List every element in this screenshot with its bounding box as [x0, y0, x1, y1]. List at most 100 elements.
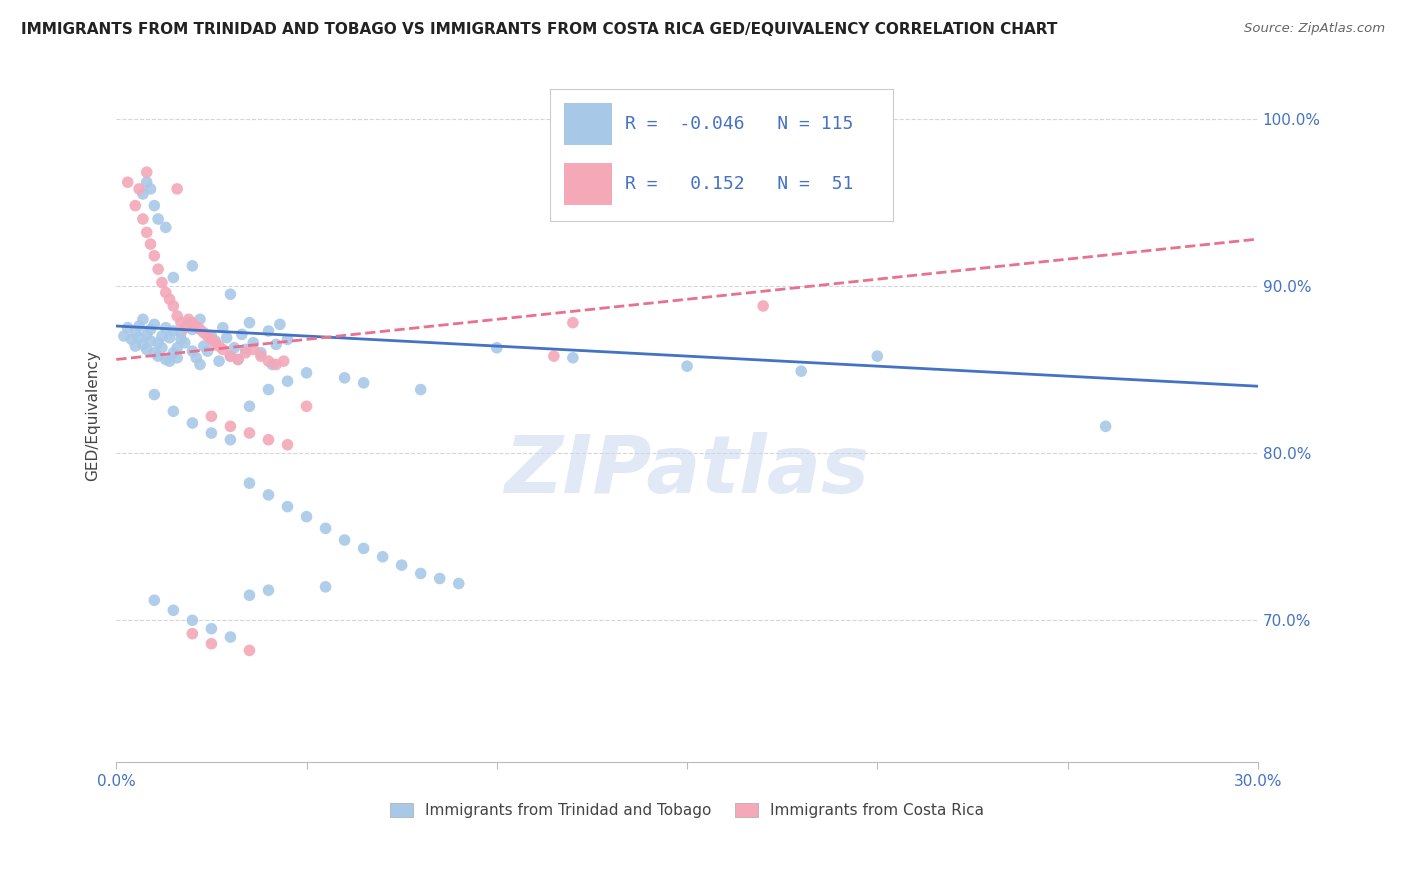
Point [132, 186, 155, 201]
Point [193, 326, 215, 340]
Point [257, 324, 280, 338]
Point [204, 335, 226, 350]
Point [208, 339, 231, 353]
Point [371, 549, 394, 564]
Point [409, 566, 432, 581]
Point [177, 316, 200, 330]
Legend: Immigrants from Trinidad and Tobago, Immigrants from Costa Rica: Immigrants from Trinidad and Tobago, Imm… [384, 797, 990, 824]
Point [146, 335, 169, 350]
Point [242, 335, 264, 350]
Point [485, 341, 508, 355]
Point [135, 327, 157, 342]
Point [143, 593, 166, 607]
Point [124, 199, 146, 213]
Point [447, 576, 470, 591]
Point [238, 588, 260, 602]
Point [162, 270, 184, 285]
Point [155, 220, 177, 235]
Point [409, 383, 432, 397]
Point [231, 327, 253, 342]
Point [166, 182, 188, 196]
Point [200, 622, 222, 636]
Point [181, 316, 204, 330]
Point [132, 337, 155, 351]
Point [204, 334, 226, 348]
Point [143, 318, 166, 332]
Point [200, 637, 222, 651]
Point [391, 558, 413, 573]
Point [117, 320, 139, 334]
Point [155, 285, 177, 300]
Point [166, 341, 188, 355]
Point [208, 354, 231, 368]
Point [264, 337, 287, 351]
Point [561, 316, 583, 330]
Point [181, 613, 204, 627]
Point [150, 341, 173, 355]
Point [162, 299, 184, 313]
Point [170, 326, 193, 340]
Point [193, 339, 215, 353]
Point [124, 326, 146, 340]
Point [166, 351, 188, 365]
Point [790, 364, 813, 378]
Point [128, 331, 150, 345]
Point [159, 331, 181, 345]
Point [295, 509, 318, 524]
Point [866, 349, 889, 363]
Point [200, 425, 222, 440]
Point [173, 335, 195, 350]
Point [257, 354, 280, 368]
Point [200, 329, 222, 343]
Point [139, 237, 162, 252]
Point [162, 345, 184, 359]
Point [238, 316, 260, 330]
Point [143, 249, 166, 263]
Point [276, 438, 298, 452]
Point [353, 376, 375, 390]
Point [219, 419, 242, 434]
Point [200, 332, 222, 346]
Point [124, 339, 146, 353]
Point [132, 212, 155, 227]
Point [200, 409, 222, 424]
Point [676, 359, 699, 373]
Point [146, 262, 169, 277]
Point [135, 343, 157, 357]
Point [135, 226, 157, 240]
Point [238, 425, 260, 440]
Point [276, 332, 298, 346]
Point [112, 329, 135, 343]
Point [226, 352, 249, 367]
Point [250, 349, 273, 363]
Point [162, 603, 184, 617]
Point [250, 345, 273, 359]
Point [315, 580, 337, 594]
Point [219, 287, 242, 301]
Point [139, 322, 162, 336]
Point [315, 521, 337, 535]
Point [181, 322, 204, 336]
Point [235, 343, 257, 357]
Point [219, 630, 242, 644]
Point [166, 309, 188, 323]
Point [238, 399, 260, 413]
Point [181, 344, 204, 359]
Point [257, 583, 280, 598]
Point [257, 488, 280, 502]
Point [269, 318, 291, 332]
Point [238, 643, 260, 657]
Point [276, 374, 298, 388]
Point [197, 344, 219, 359]
Point [150, 276, 173, 290]
Point [181, 626, 204, 640]
Point [186, 351, 208, 365]
Point [177, 312, 200, 326]
Text: Source: ZipAtlas.com: Source: ZipAtlas.com [1244, 22, 1385, 36]
Point [257, 433, 280, 447]
Point [752, 299, 775, 313]
Point [295, 366, 318, 380]
Point [181, 416, 204, 430]
Point [162, 404, 184, 418]
Point [150, 329, 173, 343]
